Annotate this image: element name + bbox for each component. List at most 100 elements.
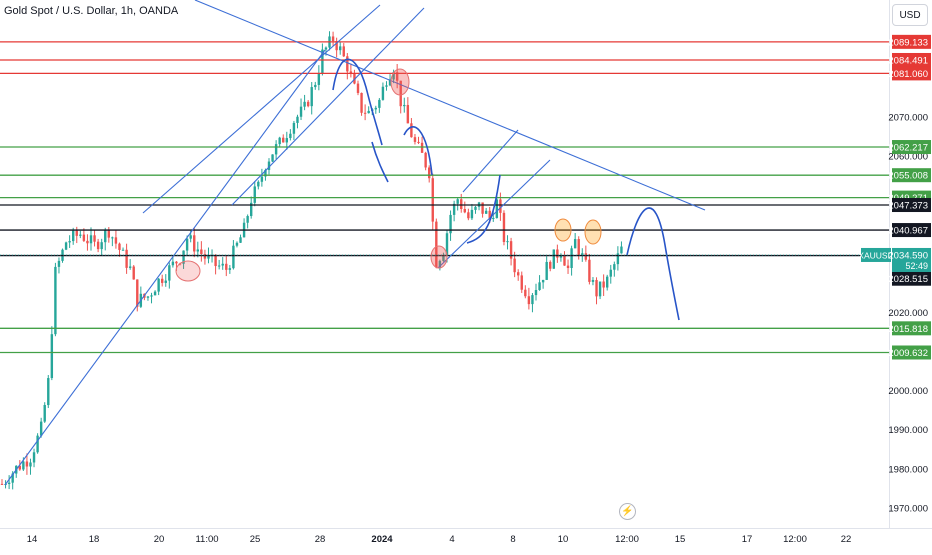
channel-mid-line[interactable] [231,7,425,206]
candle[interactable] [310,82,313,115]
candle[interactable] [449,210,452,241]
projection-curve[interactable] [332,58,383,146]
channel-upper-line[interactable] [142,4,381,214]
candle[interactable] [47,375,50,409]
candle[interactable] [221,257,224,270]
candle[interactable] [111,236,114,247]
candle[interactable] [534,283,538,301]
candle[interactable] [232,240,235,270]
candle[interactable] [185,235,189,256]
highlight-ellipse[interactable] [554,218,572,242]
candle[interactable] [424,151,427,171]
candle[interactable] [435,218,438,269]
candle[interactable] [36,433,39,454]
highlight-ellipse[interactable] [175,260,201,282]
candle[interactable] [0,479,4,486]
candle[interactable] [531,293,534,313]
candle[interactable] [331,31,335,46]
candle[interactable] [420,136,424,153]
candle[interactable] [442,252,445,262]
highlight-ellipse[interactable] [584,219,602,245]
candle[interactable] [107,227,110,243]
candle[interactable] [527,287,531,310]
candle[interactable] [335,37,338,58]
candle[interactable] [25,453,29,475]
candle[interactable] [182,250,185,269]
candle[interactable] [260,168,264,187]
candle[interactable] [613,261,616,277]
candle[interactable] [428,165,431,183]
candle[interactable] [559,253,563,262]
candles[interactable] [0,31,623,490]
candle[interactable] [328,31,331,51]
candle[interactable] [296,114,299,129]
candle[interactable] [257,180,260,190]
price-level-label[interactable]: 2047.373 [888,198,931,213]
candle[interactable] [595,277,598,305]
candle[interactable] [385,81,388,91]
candle[interactable] [477,201,481,211]
candle[interactable] [271,154,274,163]
plot-area[interactable] [0,0,889,490]
candle[interactable] [570,245,573,276]
candle[interactable] [538,275,541,291]
candle[interactable] [541,279,545,289]
candle[interactable] [349,63,353,78]
candle[interactable] [96,238,100,253]
candle[interactable] [452,200,456,222]
highlight-ellipse[interactable] [430,245,448,269]
candle[interactable] [239,234,242,243]
candle[interactable] [573,233,577,249]
candle[interactable] [157,278,160,296]
candle[interactable] [125,243,128,274]
candle[interactable] [57,257,61,274]
candle[interactable] [606,274,609,291]
candle[interactable] [164,274,167,287]
flag-upper-line[interactable] [462,129,519,193]
candle[interactable] [563,251,566,266]
candle[interactable] [128,259,132,270]
projection-curve[interactable] [371,141,389,183]
candle[interactable] [93,229,96,247]
candle[interactable] [214,254,217,275]
candle[interactable] [79,230,82,239]
candle[interactable] [132,265,135,280]
candle[interactable] [591,277,595,286]
candle[interactable] [367,106,370,114]
candle[interactable] [378,98,381,113]
candle[interactable] [299,98,303,121]
candle[interactable] [374,105,377,114]
candle[interactable] [139,286,143,309]
price-level-label[interactable]: 2055.008 [888,168,931,183]
candle[interactable] [217,259,221,270]
projection-curve[interactable] [626,207,680,321]
candle[interactable] [161,274,164,287]
candle[interactable] [303,94,306,111]
candle[interactable] [289,129,292,141]
candle[interactable] [168,262,171,289]
candle[interactable] [193,227,196,258]
candle[interactable] [100,238,103,255]
candle[interactable] [363,104,367,121]
candle[interactable] [549,260,552,272]
candle[interactable] [171,256,175,268]
candle[interactable] [68,235,71,248]
candle[interactable] [146,295,150,301]
candle[interactable] [588,253,591,285]
candle[interactable] [278,136,281,148]
candle[interactable] [75,226,78,244]
projection-curve[interactable] [466,174,501,244]
flag-lower-line[interactable] [437,159,551,269]
candle[interactable] [502,210,506,246]
price-level-label[interactable]: 2084.491 [888,52,931,67]
candle[interactable] [225,256,228,277]
candle[interactable] [317,65,321,91]
candle[interactable] [556,244,559,263]
candle[interactable] [104,227,107,251]
candle[interactable] [598,281,602,300]
candle[interactable] [609,264,612,284]
candle[interactable] [246,214,249,229]
candle[interactable] [64,241,68,251]
candle[interactable] [200,241,203,262]
